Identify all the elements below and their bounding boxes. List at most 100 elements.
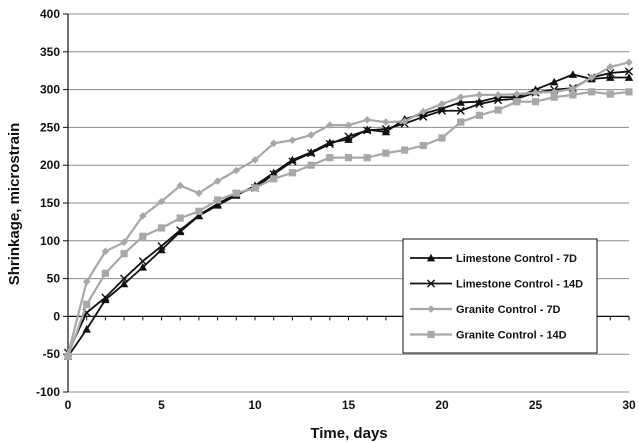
data-point: [550, 77, 559, 86]
data-point: [344, 121, 353, 129]
y-tick-label: -100: [36, 385, 60, 399]
data-point: [325, 139, 334, 149]
data-point: [251, 156, 259, 164]
x-stroke: [456, 106, 465, 115]
data-point: [606, 63, 615, 71]
data-point: [437, 106, 447, 115]
data-point: [438, 100, 446, 108]
x-stroke: [176, 226, 185, 235]
data-point: [64, 352, 72, 361]
legend-item-2: Limestone Control - 14D: [410, 279, 583, 291]
data-point: [326, 121, 334, 129]
data-point: [344, 132, 353, 141]
data-point: [195, 189, 203, 197]
data-point: [363, 154, 371, 162]
data-point: [606, 68, 615, 78]
data-point: [326, 154, 334, 162]
x-stroke: [101, 293, 110, 302]
data-point: [157, 224, 166, 232]
legend-label: Granite Control - 7D: [456, 304, 561, 316]
data-point: [456, 98, 465, 106]
data-point: [456, 93, 465, 101]
data-point: [138, 257, 147, 266]
data-point: [288, 157, 297, 166]
x-axis-title: Time, days: [310, 425, 387, 442]
data-point: [494, 106, 502, 114]
y-tick-labels: -100 -50 0 50 100 150 200 250 300 350 400: [36, 7, 60, 399]
data-point: [475, 91, 484, 99]
legend-label: Granite Control - 14D: [456, 330, 567, 342]
x-tick-label: 15: [342, 398, 356, 412]
data-point: [251, 184, 259, 192]
y-tick-label: -50: [43, 347, 61, 361]
data-point: [344, 135, 353, 143]
x-stroke: [120, 274, 129, 283]
data-point: [232, 166, 241, 175]
data-point: [569, 91, 577, 99]
data-point: [475, 99, 484, 109]
series-4: [64, 88, 633, 361]
x-tick-label: 10: [248, 398, 262, 412]
data-point: [550, 93, 558, 101]
legend: Limestone Control - 7D Limestone Control …: [402, 238, 598, 354]
data-point: [382, 118, 390, 126]
legend-label: Limestone Control - 7D: [456, 253, 577, 265]
y-tick-label: 250: [40, 120, 60, 134]
data-point: [101, 269, 109, 277]
data-point: [176, 214, 184, 222]
data-point: [438, 134, 446, 142]
data-point: [139, 232, 147, 240]
legend-label: Limestone Control - 14D: [456, 279, 583, 291]
data-point: [344, 154, 353, 162]
data-point: [269, 168, 278, 177]
x-stroke: [475, 99, 484, 109]
data-point: [588, 88, 596, 96]
data-point: [606, 90, 614, 98]
x-stroke: [138, 257, 147, 266]
legend-swatch-marker: [427, 330, 435, 339]
data-point: [475, 111, 483, 119]
data-point: [138, 263, 147, 271]
data-point: [120, 274, 129, 283]
data-point: [270, 175, 278, 183]
x-stroke: [344, 132, 353, 141]
data-point: [363, 126, 372, 135]
x-tick-label: 30: [622, 398, 636, 412]
data-point: [307, 149, 316, 158]
y-tick-label: 0: [53, 309, 60, 323]
data-point: [157, 241, 166, 251]
y-tick-label: 50: [47, 272, 61, 286]
x-tick-label: 5: [158, 398, 165, 412]
data-point: [269, 139, 278, 148]
data-point: [494, 96, 503, 105]
legend-item-1: Limestone Control - 7D: [410, 253, 577, 265]
data-point: [195, 207, 203, 215]
data-point: [624, 73, 634, 81]
data-point: [120, 250, 128, 258]
data-point: [176, 181, 184, 190]
data-point: [625, 58, 633, 67]
y-tick-label: 400: [40, 7, 60, 21]
x-stroke: [157, 241, 166, 251]
data-point: [513, 90, 521, 98]
x-stroke: [419, 112, 428, 121]
data-point: [176, 226, 185, 235]
data-point: [381, 124, 390, 134]
series-3: [64, 58, 633, 358]
x-stroke: [606, 68, 615, 78]
data-point: [232, 189, 240, 197]
data-point: [82, 277, 91, 286]
data-point: [101, 247, 110, 256]
y-axis-title: Shrinkage, microstrain: [6, 123, 23, 286]
legend-swatch-marker: [427, 305, 435, 313]
data-point: [307, 131, 315, 139]
data-point: [587, 73, 596, 82]
x-stroke: [381, 124, 390, 134]
data-point: [363, 116, 371, 124]
data-point: [214, 196, 222, 204]
legend-swatch-marker: [426, 279, 436, 288]
x-stroke: [437, 106, 447, 115]
data-point: [457, 118, 465, 126]
data-point: [419, 141, 427, 150]
